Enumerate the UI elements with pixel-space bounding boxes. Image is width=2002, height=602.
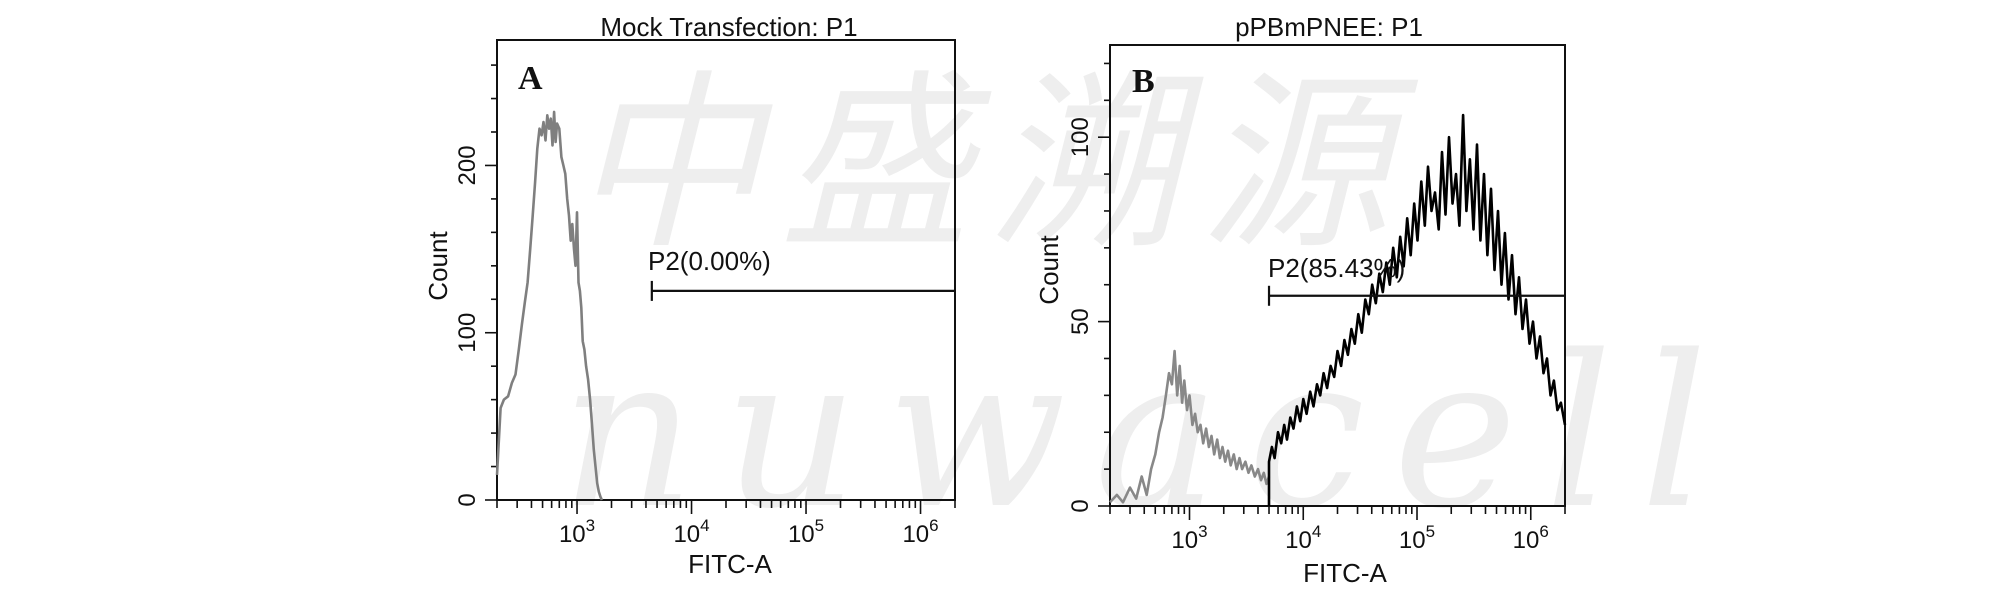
panel-a-xtick-label: 105 <box>788 516 824 548</box>
panel-b-ytick-label: 100 <box>1067 117 1094 157</box>
panel-a-letter: A <box>518 60 543 97</box>
panel-a-ylabel: Count <box>423 231 453 301</box>
panel-a-xtick-label: 103 <box>559 516 595 548</box>
panel-b-ylabel: Count <box>1034 235 1064 305</box>
panel-b-xtick-label: 106 <box>1513 522 1549 554</box>
panel-b-letter: B <box>1132 63 1155 100</box>
panel-b-plot: 103 104 105 106 0 50 100 <box>1067 44 1567 554</box>
panel-b-title: pPBmPNEE: P1 <box>1235 12 1423 42</box>
panel-a-series-0 <box>495 110 604 501</box>
panel-a-title: Mock Transfection: P1 <box>600 12 857 42</box>
panel-a-gate-label: P2(0.00%) <box>648 246 771 276</box>
panel-a-ytick-label: 0 <box>454 493 481 506</box>
panel-b-xtick-label: 103 <box>1171 522 1207 554</box>
watermark-cn: 中盛溯源 <box>570 54 1419 275</box>
watermark: 中盛溯源 nuwacell <box>560 54 1736 555</box>
panel-b-ytick-label: 50 <box>1067 308 1094 335</box>
panel-b-xlabel: FITC-A <box>1303 558 1387 588</box>
panel-a-ytick-label: 100 <box>454 313 481 353</box>
panel-a-xlabel: FITC-A <box>688 549 772 579</box>
panel-a: Mock Transfection: P1 A 103 104 105 106 0 100… <box>423 12 956 579</box>
panel-b-ytick-label: 0 <box>1067 499 1094 512</box>
panel-b-gate-label: P2(85.43%) <box>1268 253 1405 283</box>
panel-b-xtick-label: 104 <box>1285 522 1321 554</box>
panel-b-xtick-label: 105 <box>1399 522 1435 554</box>
watermark-en: nuwacell <box>560 310 1736 555</box>
panel-a-ytick-label: 200 <box>454 145 481 185</box>
panel-a-plot: 103 104 105 106 0 100 200 <box>454 39 956 548</box>
panel-b: pPBmPNEE: P1 B 103 104 105 106 0 50 100 FITC-A… <box>1034 12 1567 588</box>
panel-b-series-0 <box>1109 349 1271 504</box>
panel-a-xtick-label: 104 <box>673 516 709 548</box>
panel-b-series-1 <box>1267 113 1567 506</box>
panel-a-xtick-label: 106 <box>902 516 938 548</box>
